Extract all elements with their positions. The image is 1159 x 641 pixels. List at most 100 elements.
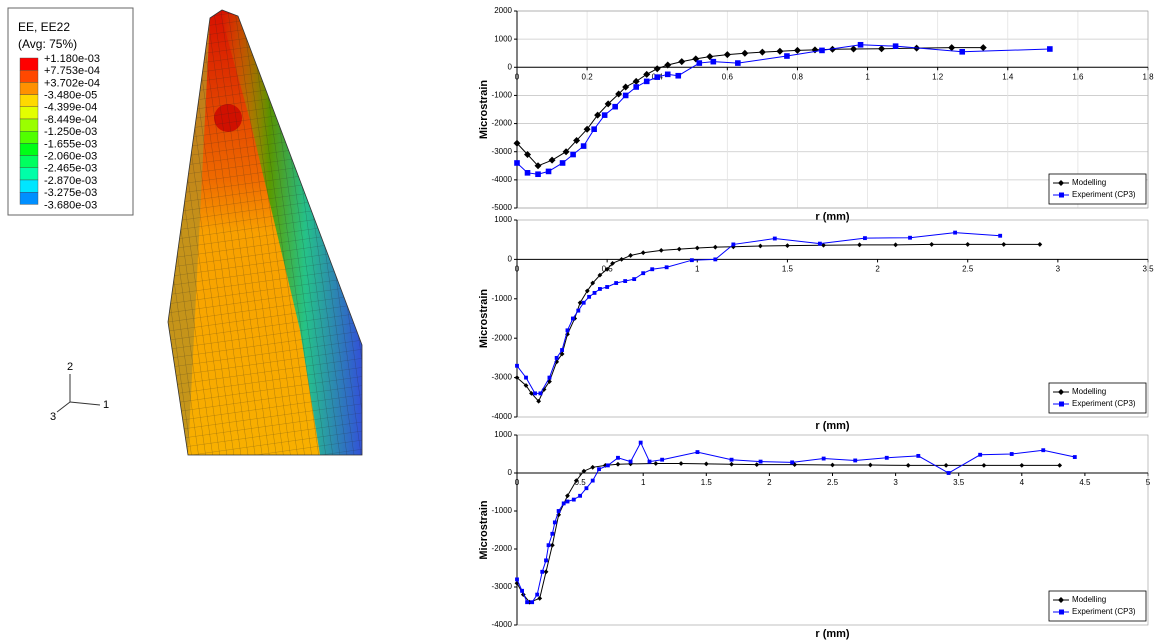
data-point (678, 58, 685, 65)
y-tick-label: 0 (508, 468, 513, 477)
data-point (830, 463, 835, 468)
figure: EE, EE22 (Avg: 75%) 2 3 1 +1.180e-03+7.7… (0, 0, 1159, 641)
data-point (711, 59, 717, 65)
data-point (525, 600, 529, 604)
data-point (653, 461, 658, 466)
legend-swatch (20, 180, 38, 192)
data-point (602, 112, 608, 118)
data-point (654, 65, 661, 72)
y-tick-label: -1000 (492, 91, 513, 100)
legend-marker (1059, 193, 1064, 198)
data-point (540, 570, 544, 574)
x-tick-label: 4.5 (1079, 478, 1091, 487)
x-tick-label: 3.5 (953, 478, 965, 487)
data-point (735, 60, 741, 66)
data-point (650, 267, 654, 271)
legend-label: -3.480e-05 (44, 90, 97, 102)
data-point (741, 50, 748, 57)
data-point (539, 391, 543, 395)
data-point (893, 43, 899, 49)
data-point (1010, 452, 1014, 456)
y-tick-label: -5000 (492, 203, 513, 212)
data-point (978, 453, 982, 457)
data-point (623, 279, 627, 283)
y-tick-label: 1000 (494, 430, 512, 439)
data-point (713, 257, 717, 261)
x-tick-label: 1.5 (701, 478, 713, 487)
y-tick-label: -2000 (492, 119, 513, 128)
data-point (641, 271, 645, 275)
data-point (785, 243, 790, 248)
data-point (1047, 46, 1053, 52)
legend-marker (1059, 402, 1064, 407)
data-point (878, 45, 885, 52)
data-point (548, 376, 552, 380)
data-point (632, 277, 636, 281)
data-point (616, 462, 621, 467)
page: EE, EE22 (Avg: 75%) 2 3 1 +1.180e-03+7.7… (0, 0, 1159, 641)
data-point (515, 364, 519, 368)
data-point (929, 242, 934, 247)
data-point (616, 456, 620, 460)
y-tick-label: 0 (508, 62, 513, 71)
data-point (858, 42, 864, 48)
y-tick-label: -3000 (492, 147, 513, 156)
data-point (555, 356, 559, 360)
y-tick-label: -4000 (492, 412, 513, 421)
x-tick-label: 1.6 (1072, 72, 1084, 81)
x-tick-label: 1 (865, 72, 870, 81)
data-point (612, 104, 618, 110)
y-tick-label: 1000 (494, 34, 512, 43)
data-point (953, 231, 957, 235)
y-tick-label: -3000 (492, 582, 513, 591)
data-point (605, 285, 609, 289)
data-point (633, 78, 640, 85)
legend-marker (1059, 610, 1064, 615)
data-point (675, 73, 681, 79)
data-point (535, 171, 541, 177)
data-point (623, 93, 629, 99)
legend-label: Experiment (CP3) (1072, 607, 1136, 616)
data-point (959, 49, 965, 55)
data-point (1001, 242, 1006, 247)
data-point (566, 500, 570, 504)
data-point (544, 558, 548, 562)
data-point (550, 532, 554, 536)
y-tick-label: -3000 (492, 373, 513, 382)
data-point (648, 460, 652, 464)
x-tick-label: 3 (893, 478, 898, 487)
data-point (713, 245, 718, 250)
x-tick-label: 2.5 (827, 478, 839, 487)
legend-swatch (20, 131, 38, 143)
legend-label: -2.870e-03 (44, 175, 97, 187)
data-point (560, 160, 566, 166)
data-point (572, 498, 576, 502)
data-point (730, 458, 734, 462)
data-point (908, 236, 912, 240)
data-point (754, 462, 759, 467)
data-point (1041, 448, 1045, 452)
data-point (885, 456, 889, 460)
y-tick-label: -1000 (492, 506, 513, 515)
data-point (980, 44, 987, 51)
x-tick-label: 3 (1056, 265, 1061, 274)
legend-label: -3.275e-03 (44, 187, 97, 199)
data-point (514, 160, 520, 166)
y-tick-label: -4000 (492, 620, 513, 629)
data-point (906, 463, 911, 468)
legend-swatch (20, 156, 38, 168)
data-point (695, 246, 700, 251)
legend-label: +7.753e-04 (44, 65, 100, 77)
y-axis-label: Microstrain (478, 80, 490, 140)
data-point (571, 317, 575, 321)
data-point (654, 74, 660, 80)
data-point (587, 295, 591, 299)
data-point (593, 291, 597, 295)
data-point (947, 471, 951, 475)
data-point (562, 501, 566, 505)
data-point (863, 236, 867, 240)
x-tick-label: 1 (641, 478, 646, 487)
data-point (578, 494, 582, 498)
legend-label: Modelling (1072, 387, 1106, 396)
y-tick-label: -2000 (492, 333, 513, 342)
